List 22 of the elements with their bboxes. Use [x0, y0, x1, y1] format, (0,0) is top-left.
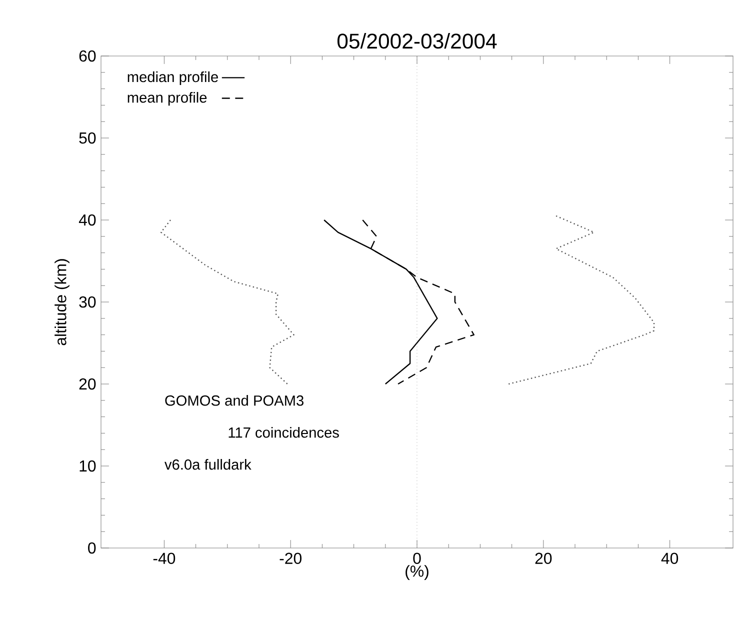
y-tick-label: 10: [80, 460, 96, 472]
x-tick-label: 0: [413, 552, 421, 564]
x-tick-label: -40: [153, 552, 176, 564]
y-tick-label: 40: [78, 214, 96, 226]
x-tick-label: 20: [535, 552, 552, 564]
annotation: v6.0a fulldark: [164, 459, 252, 470]
y-tick-label: 20: [79, 378, 96, 390]
y-tick-label: 0: [88, 542, 96, 554]
annotation: GOMOS and POAM3: [165, 395, 304, 406]
y-tick-label: 50: [79, 132, 96, 144]
x-axis-title: (%): [406, 565, 428, 580]
y-tick-label: 30: [79, 296, 96, 308]
legend-label: mean profile: [128, 92, 207, 106]
legend-label: median profile: [128, 71, 218, 86]
x-tick-label: 40: [661, 552, 678, 564]
y-tick-label: 60: [79, 50, 96, 62]
annotation: 117 coincidences: [228, 427, 339, 438]
line-series: [160, 219, 294, 385]
line-series: [508, 215, 655, 385]
x-tick-label: -20: [280, 552, 302, 564]
y-axis-title: altitude (km): [54, 259, 70, 346]
chart-title: 05/2002-03/2004: [337, 33, 497, 49]
